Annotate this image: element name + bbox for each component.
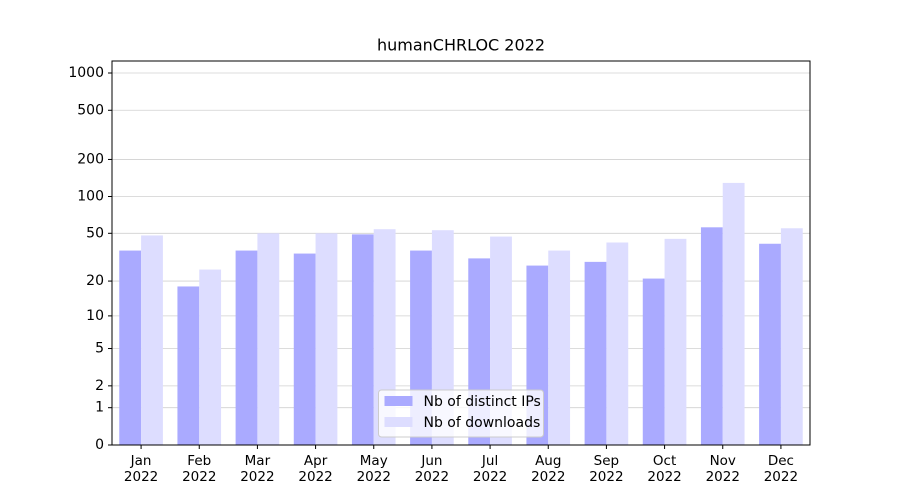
y-tick-label: 5 xyxy=(95,341,104,357)
bar xyxy=(642,278,665,445)
bar xyxy=(351,234,374,445)
x-tick-label: Apr 2022 xyxy=(298,453,333,485)
y-tick-label: 200 xyxy=(77,151,104,167)
x-tick-label: Sep 2022 xyxy=(589,453,624,485)
legend-label: Nb of distinct IPs xyxy=(424,394,541,410)
plot-frame xyxy=(111,60,811,446)
y-tick-label: 100 xyxy=(77,189,104,205)
x-tick-label: Nov 2022 xyxy=(705,453,740,485)
y-tick-label: 0 xyxy=(95,437,104,453)
y-tick-label: 500 xyxy=(77,102,104,118)
y-tick-label: 2 xyxy=(95,378,104,394)
legend-swatch xyxy=(384,417,413,427)
x-tick-label: Dec 2022 xyxy=(763,453,799,485)
bar xyxy=(177,286,200,445)
grid xyxy=(112,72,810,446)
bar xyxy=(293,253,316,445)
y-tick-label: 50 xyxy=(86,225,104,241)
bar xyxy=(700,227,723,445)
bar xyxy=(722,182,745,445)
bar xyxy=(199,269,222,445)
bar xyxy=(119,250,142,445)
bar xyxy=(664,238,687,445)
x-tick-label: Oct 2022 xyxy=(647,453,682,485)
y-tick-label: 1000 xyxy=(68,65,104,81)
x-tick-label: Aug 2022 xyxy=(531,453,566,485)
legend-label: Nb of downloads xyxy=(424,415,541,431)
bar xyxy=(606,242,629,445)
y-tick-label: 20 xyxy=(86,273,104,289)
x-tick-label: Jan 2022 xyxy=(123,453,159,485)
bar xyxy=(315,233,338,445)
bar xyxy=(780,228,803,445)
bar xyxy=(235,250,258,445)
chart-title: humanCHRLOC 2022 xyxy=(377,36,545,55)
legend-box xyxy=(378,389,544,438)
bar xyxy=(141,235,163,445)
x-tick-label: Mar 2022 xyxy=(240,453,275,485)
y-tick-label: 10 xyxy=(86,308,104,324)
bar xyxy=(257,233,280,445)
x-tick-label: Jul 2022 xyxy=(472,453,508,485)
bar xyxy=(548,250,571,445)
bar xyxy=(584,261,607,445)
bar xyxy=(759,243,781,445)
x-tick-label: Feb 2022 xyxy=(182,453,217,485)
x-tick-label: May 2022 xyxy=(356,453,391,485)
y-tick-label: 1 xyxy=(95,400,104,416)
legend-swatch xyxy=(384,396,413,406)
x-tick-label: Jun 2022 xyxy=(414,453,450,485)
